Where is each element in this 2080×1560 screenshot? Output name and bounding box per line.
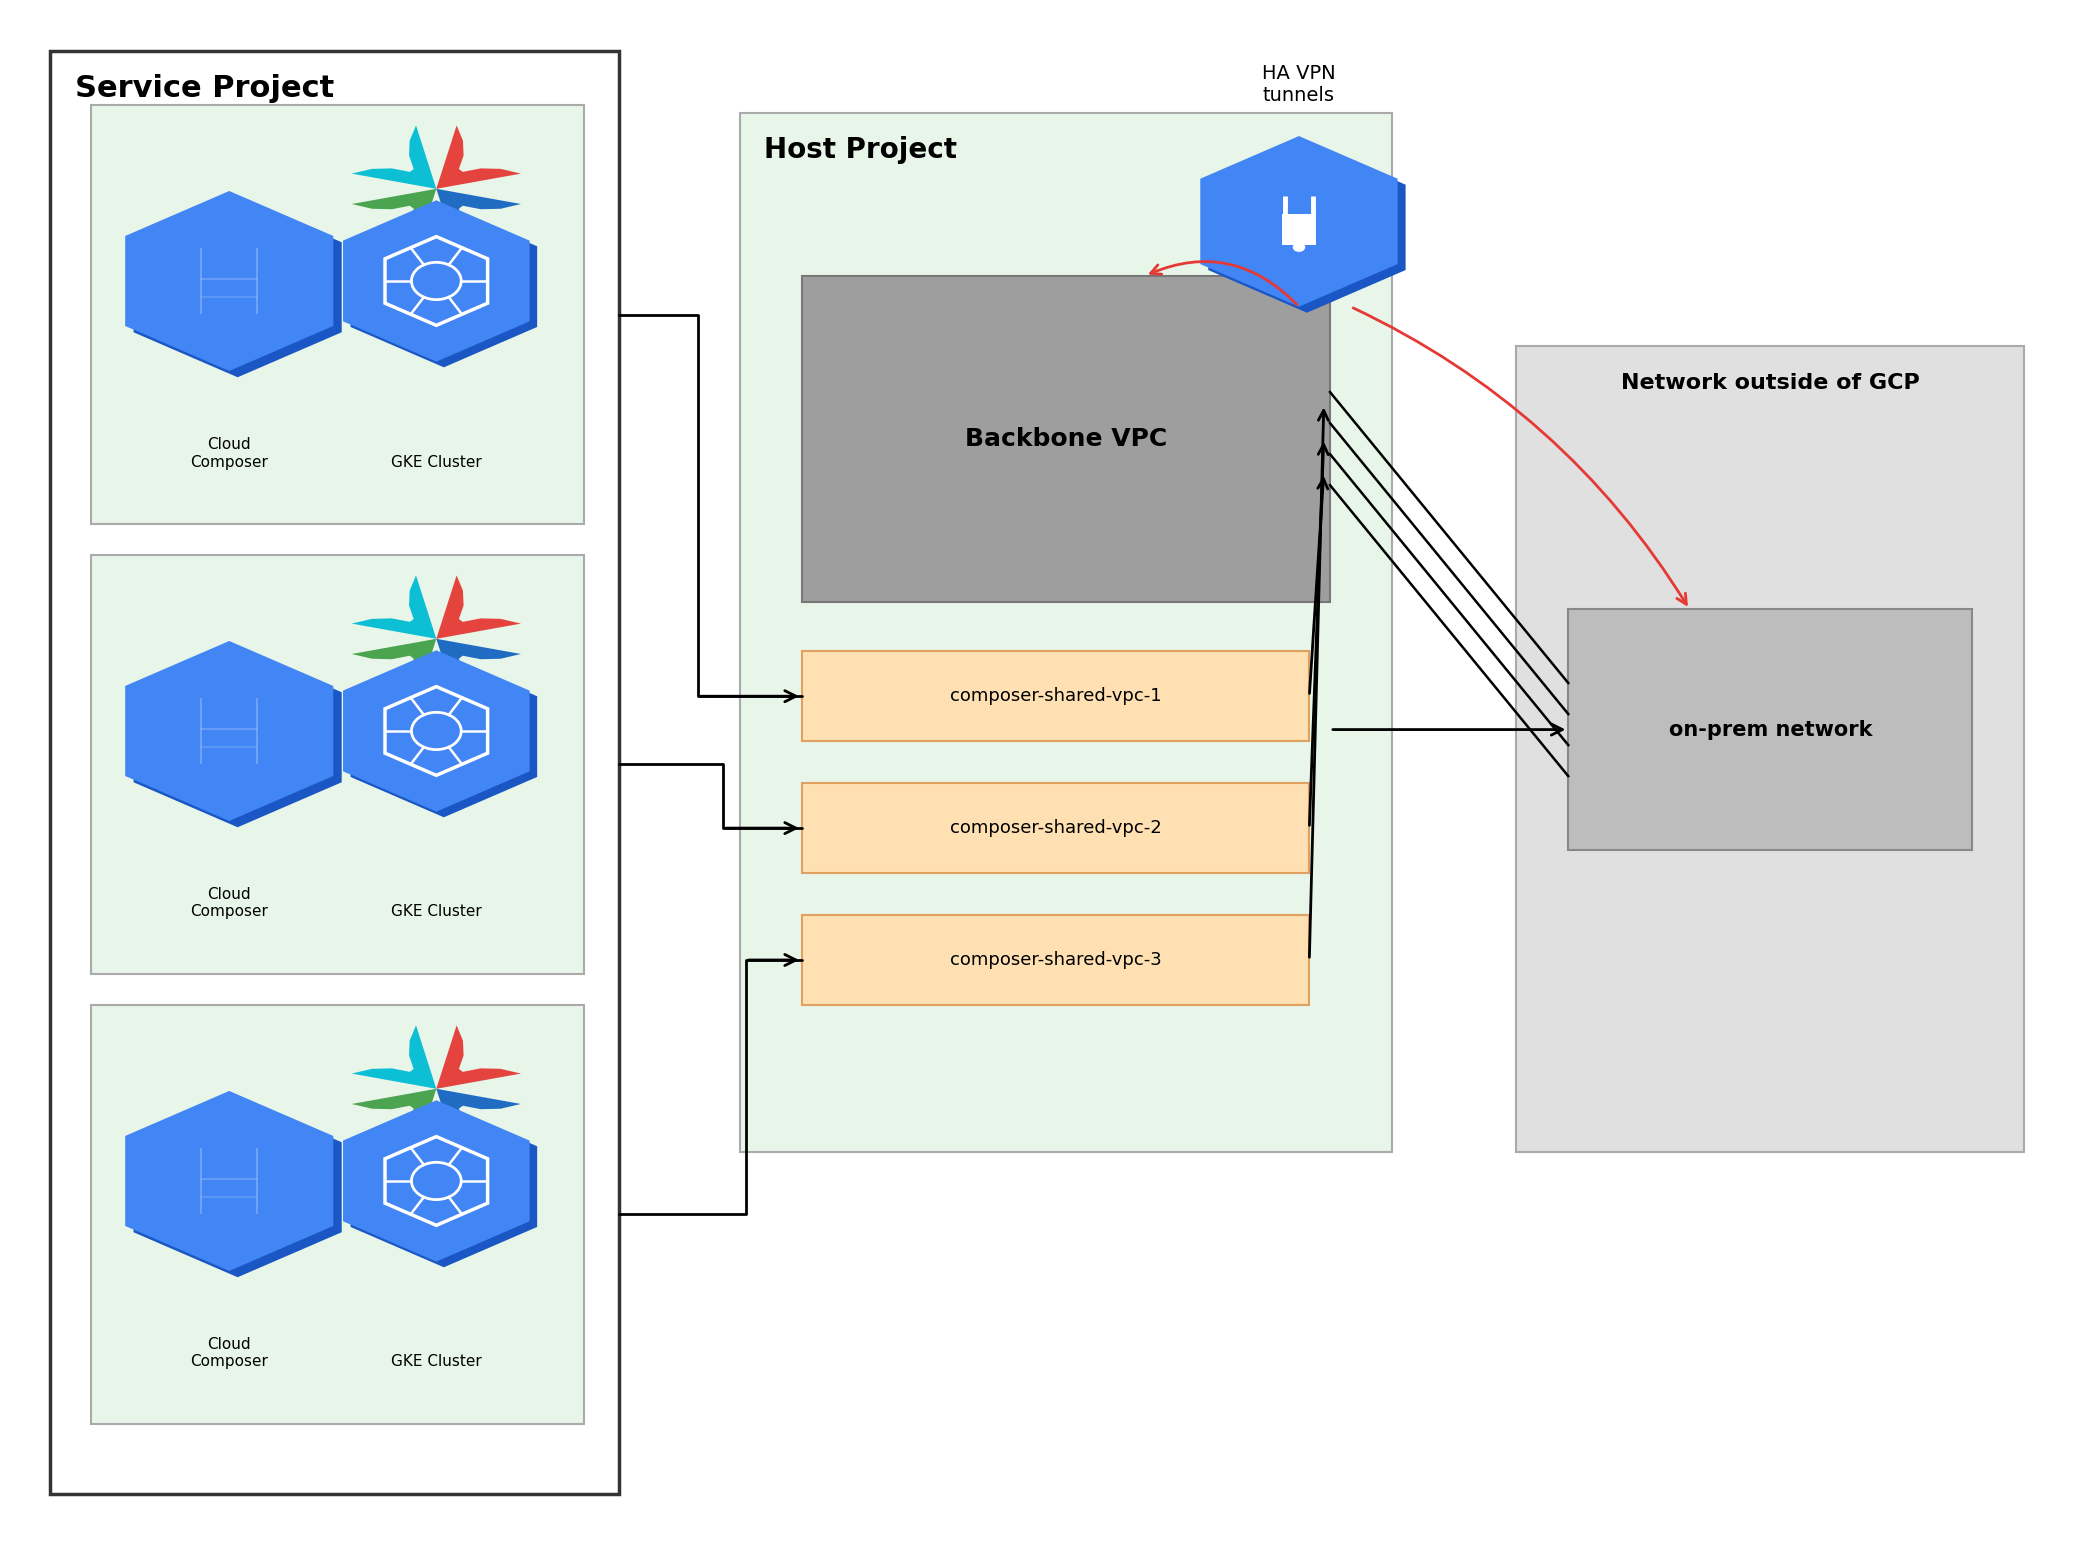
Text: composer-shared-vpc-2: composer-shared-vpc-2 bbox=[951, 819, 1161, 838]
Polygon shape bbox=[1200, 136, 1398, 307]
Polygon shape bbox=[133, 647, 341, 827]
Bar bbox=[92, 555, 584, 973]
Text: Cloud
Composer: Cloud Composer bbox=[189, 437, 268, 470]
Text: GKE Cluster: GKE Cluster bbox=[391, 1354, 483, 1370]
Polygon shape bbox=[343, 1100, 530, 1262]
Bar bbox=[92, 105, 584, 524]
Polygon shape bbox=[352, 125, 437, 189]
Text: Host Project: Host Project bbox=[765, 136, 957, 164]
Polygon shape bbox=[1208, 142, 1406, 312]
Bar bbox=[1516, 345, 2024, 1153]
Text: composer-shared-vpc-1: composer-shared-vpc-1 bbox=[951, 688, 1161, 705]
Text: Service Project: Service Project bbox=[75, 73, 335, 103]
Bar bbox=[92, 1005, 584, 1424]
Polygon shape bbox=[125, 190, 333, 371]
Text: HA VPN
tunnels: HA VPN tunnels bbox=[1263, 64, 1335, 105]
Text: composer-shared-vpc-3: composer-shared-vpc-3 bbox=[951, 952, 1161, 969]
Bar bbox=[801, 783, 1308, 874]
Polygon shape bbox=[343, 200, 530, 362]
Polygon shape bbox=[352, 655, 537, 817]
Bar bbox=[801, 651, 1308, 741]
Polygon shape bbox=[352, 1025, 437, 1089]
Polygon shape bbox=[437, 1025, 520, 1089]
Text: Cloud
Composer: Cloud Composer bbox=[189, 888, 268, 919]
Polygon shape bbox=[437, 576, 520, 638]
Polygon shape bbox=[343, 651, 530, 811]
Polygon shape bbox=[437, 1089, 520, 1153]
Polygon shape bbox=[352, 1106, 537, 1267]
Polygon shape bbox=[133, 1097, 341, 1278]
Text: GKE Cluster: GKE Cluster bbox=[391, 905, 483, 919]
Bar bbox=[50, 51, 620, 1494]
Text: on-prem network: on-prem network bbox=[1668, 719, 1872, 739]
Polygon shape bbox=[352, 1089, 437, 1153]
Text: Cloud
Composer: Cloud Composer bbox=[189, 1337, 268, 1370]
Polygon shape bbox=[133, 197, 341, 378]
Bar bbox=[801, 276, 1329, 602]
Polygon shape bbox=[125, 641, 333, 821]
Polygon shape bbox=[437, 189, 520, 253]
Polygon shape bbox=[352, 638, 437, 702]
Polygon shape bbox=[437, 125, 520, 189]
Polygon shape bbox=[125, 1090, 333, 1271]
Bar bbox=[1568, 610, 1972, 850]
Bar bbox=[1281, 214, 1317, 245]
Circle shape bbox=[1292, 242, 1306, 251]
Bar bbox=[801, 916, 1308, 1005]
Text: Backbone VPC: Backbone VPC bbox=[965, 426, 1167, 451]
Polygon shape bbox=[352, 206, 537, 367]
Text: GKE Cluster: GKE Cluster bbox=[391, 454, 483, 470]
Text: Network outside of GCP: Network outside of GCP bbox=[1620, 373, 1920, 393]
Polygon shape bbox=[352, 189, 437, 253]
Polygon shape bbox=[352, 576, 437, 638]
Bar bbox=[740, 112, 1392, 1153]
Polygon shape bbox=[437, 638, 520, 702]
